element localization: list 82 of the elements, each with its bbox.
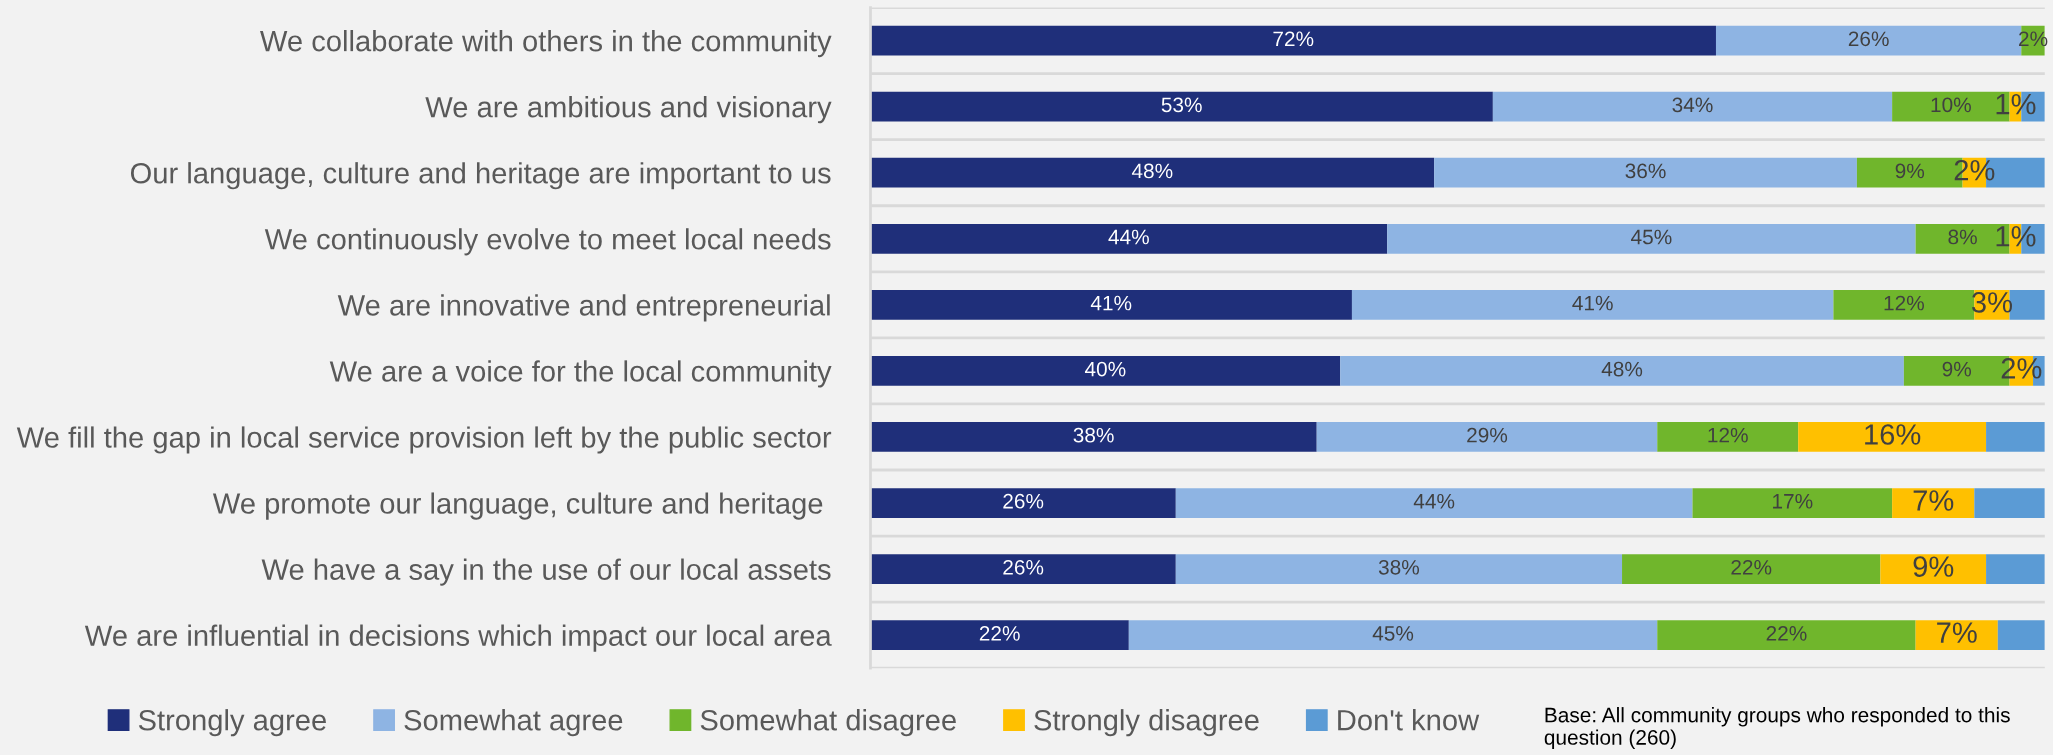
data-label: 44% [1413,493,1455,509]
bar [1974,488,2045,518]
legend-label: Strongly disagree [1034,709,1259,737]
bar [1692,488,1893,518]
bar [1986,422,2045,452]
data-label: 22% [1731,559,1772,575]
bar [1622,554,1881,584]
data-label: 26% [1848,31,1889,47]
y-tick-label: We are a voice for the local community [329,360,832,388]
data-label: 8% [1948,229,1977,245]
y-tick-label: We have a say in the use of our local assets [261,558,831,586]
y-tick-label: We collaborate with others in the community [260,30,832,58]
data-label: 29% [1467,427,1508,443]
data-label: 26% [1003,493,1044,509]
data-label: 38% [1073,427,1114,443]
bar [1798,422,1987,452]
bar [1316,422,1658,452]
bar [1880,554,1987,584]
bar [870,620,1129,651]
bar [870,91,1493,122]
bar [1997,620,2045,651]
y-tick-label: We are ambitious and visionary [425,96,832,124]
data-label: 9% [1895,163,1925,179]
legend-label: Don't know [1338,709,1480,731]
y-tick-label: Our language, culture and heritage are important to us [130,162,831,190]
data-label: 22% [979,625,1020,641]
bar [1351,289,1834,320]
data-label: 10% [1931,97,1971,113]
y-tick-label: We are influential in decisions which impact our local area [84,624,832,652]
bar [1175,554,1623,584]
data-label: 22% [1766,625,1807,641]
legend-label: Somewhat disagree [700,709,956,737]
bar [870,422,1317,452]
data-label: 41% [1090,295,1132,311]
data-label: 16% [1865,424,1921,445]
data-label: 1% [1996,226,2036,247]
data-label: 1% [1996,93,2036,115]
bar [1340,356,1904,386]
bar [1492,91,1893,122]
data-label: 7% [1937,622,1977,643]
bar [1657,422,1799,452]
bar [870,25,1716,56]
bar [870,223,1388,254]
data-label: 12% [1884,295,1924,311]
bar [870,554,1176,584]
bar [870,488,1176,518]
bar [1128,620,1658,651]
bar [1657,620,1916,651]
data-label: 44% [1108,229,1149,245]
data-label: 9% [1942,361,1972,377]
data-label: 48% [1601,361,1643,377]
bar [1387,223,1916,254]
data-label: 48% [1131,163,1173,179]
data-label: 45% [1631,229,1672,245]
data-label: 17% [1773,493,1813,509]
y-tick-label: We fill the gap in local service provision left by the public sector [16,426,832,454]
data-label: 26% [1003,559,1044,575]
data-label: 34% [1672,97,1713,113]
data-label: 38% [1378,559,1420,575]
data-label: 53% [1161,97,1202,113]
bar [1892,488,1975,518]
bar [1986,554,2045,584]
data-label: 72% [1273,31,1314,47]
legend-label: Somewhat agree [404,709,623,737]
data-label: 36% [1625,163,1666,179]
bar [870,289,1352,320]
legend-label: Strongly agree [138,709,326,737]
data-label: 45% [1372,626,1414,641]
data-label: 40% [1084,361,1126,377]
data-label: 12% [1708,427,1748,443]
data-label: 41% [1572,295,1613,311]
data-label: 9% [1913,556,1954,577]
data-label: 7% [1913,490,1954,511]
bar [870,157,1435,188]
y-tick-label: We continuously evolve to meet local needs [264,228,831,256]
text: Base: All community groups who responded to this question (260) [1544,707,2010,749]
bar [1915,620,1998,651]
bar [1434,157,1857,188]
bar [870,356,1341,386]
y-tick-label: We promote our language, culture and heritage [212,492,823,520]
bar [1175,488,1693,518]
y-tick-label: We are innovative and entrepreneurial [337,294,830,322]
